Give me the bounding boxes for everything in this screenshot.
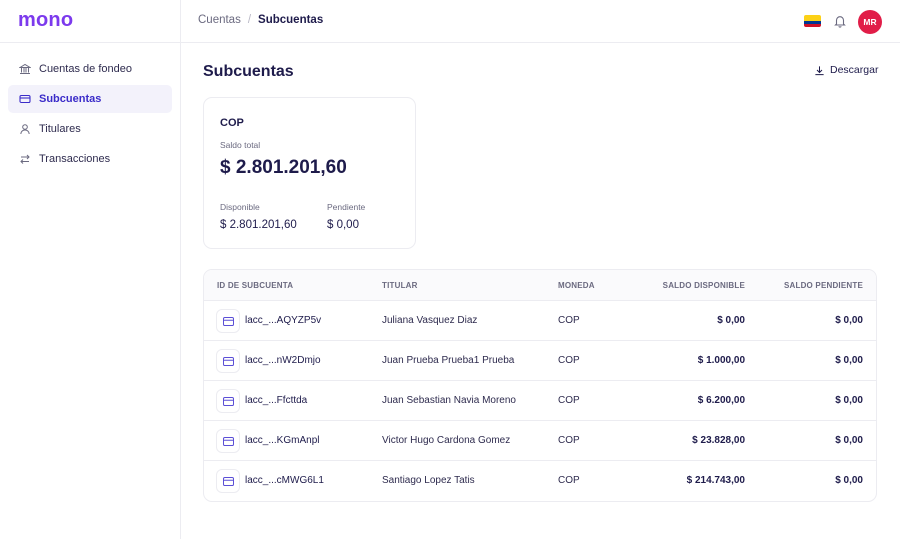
sidebar-item-label: Titulares — [39, 123, 81, 135]
pending-balance-value: $ 0,00 — [327, 219, 359, 231]
table-header: ID DE SUBCUENTA TITULAR MONEDA SALDO DIS… — [204, 270, 876, 301]
download-label: Descargar — [830, 64, 879, 76]
available-balance: $ 23.828,00 — [692, 435, 745, 446]
subaccount-id: lacc_...AQYZP5v — [245, 315, 322, 326]
divider — [0, 42, 181, 43]
sidebar-item-cuentas-de-fondeo[interactable]: Cuentas de fondeo — [8, 55, 172, 83]
balance-currency: COP — [220, 117, 244, 129]
currency-code: COP — [558, 315, 580, 326]
subaccount-id: lacc_...cMWG6L1 — [245, 475, 324, 486]
available-balance: $ 0,00 — [717, 315, 745, 326]
card-icon — [216, 469, 240, 493]
holder-name: Victor Hugo Cardona Gomez — [382, 435, 511, 446]
column-header-id: ID DE SUBCUENTA — [217, 281, 294, 290]
sidebar-item-titulares[interactable]: Titulares — [8, 115, 172, 143]
breadcrumb-separator: / — [247, 14, 252, 26]
currency-code: COP — [558, 475, 580, 486]
avatar[interactable]: MR — [858, 10, 882, 34]
page-title: Subcuentas — [203, 63, 294, 80]
sidebar-item-subcuentas[interactable]: Subcuentas — [8, 85, 172, 113]
bank-icon — [18, 62, 32, 76]
available-balance: $ 1.000,00 — [697, 355, 745, 366]
download-button[interactable]: Descargar — [814, 64, 878, 76]
available-balance: $ 6.200,00 — [697, 395, 745, 406]
mono-logo[interactable]: mono — [18, 9, 74, 31]
top-bar: Cuentas / Subcuentas MR — [181, 0, 900, 43]
column-header-available: SALDO DISPONIBLE — [662, 281, 745, 290]
column-header-pending: SALDO PENDIENTE — [783, 281, 863, 290]
currency-code: COP — [558, 395, 580, 406]
balance-card: COP Saldo total $ 2.801.201,60 Disponibl… — [203, 97, 416, 249]
sidebar-item-label: Cuentas de fondeo — [39, 63, 132, 75]
holder-name: Juliana Vasquez Diaz — [382, 315, 478, 326]
card-icon — [18, 92, 32, 106]
card-icon — [216, 429, 240, 453]
breadcrumb: Cuentas / Subcuentas — [198, 14, 323, 26]
pending-balance: $ 0,00 — [835, 475, 863, 486]
user-icon — [18, 122, 32, 136]
download-icon — [815, 65, 824, 75]
subaccount-id: lacc_...Ffcttda — [245, 395, 308, 406]
arrows-swap-icon — [18, 152, 32, 166]
currency-code: COP — [558, 435, 580, 446]
bell-icon[interactable] — [832, 12, 848, 30]
card-icon — [216, 349, 240, 373]
subaccounts-table: ID DE SUBCUENTA TITULAR MONEDA SALDO DIS… — [203, 269, 877, 502]
sidebar-item-label: Transacciones — [39, 153, 111, 165]
pending-balance: $ 0,00 — [835, 315, 863, 326]
holder-name: Santiago Lopez Tatis — [382, 475, 475, 486]
table-row[interactable]: lacc_...AQYZP5v Juliana Vasquez Diaz COP $ … — [204, 301, 876, 341]
breadcrumb-parent[interactable]: Cuentas — [198, 14, 241, 26]
sidebar-item-label: Subcuentas — [39, 93, 102, 105]
subaccount-id: lacc_...nW2Dmjo — [245, 355, 321, 366]
table-row[interactable]: lacc_...cMWG6L1 Santiago Lopez Tatis COP $ … — [204, 461, 876, 501]
column-header-currency: MONEDA — [558, 281, 595, 290]
currency-code: COP — [558, 355, 580, 366]
sidebar-nav: Cuentas de fondeo Subcuentas Titulares T… — [8, 55, 172, 175]
holder-name: Juan Sebastian Navia Moreno — [382, 395, 516, 406]
sidebar-item-transacciones[interactable]: Transacciones — [8, 145, 172, 173]
total-balance-value: $ 2.801.201,60 — [220, 157, 347, 178]
table-row[interactable]: lacc_...nW2Dmjo Juan Prueba Prueba1 Prueb… — [204, 341, 876, 381]
table-row[interactable]: lacc_...KGmAnpl Victor Hugo Cardona Gomez… — [204, 421, 876, 461]
card-icon — [216, 389, 240, 413]
sidebar: mono Cuentas de fondeo Subcuentas Titula… — [0, 0, 181, 539]
pending-balance: $ 0,00 — [835, 395, 863, 406]
subaccount-id: lacc_...KGmAnpl — [245, 435, 320, 446]
total-balance-label: Saldo total — [220, 140, 261, 150]
colombia-flag-icon[interactable] — [804, 15, 821, 27]
available-balance-label: Disponible — [220, 202, 260, 212]
available-balance-value: $ 2.801.201,60 — [220, 219, 297, 231]
pending-balance: $ 0,00 — [835, 435, 863, 446]
holder-name: Juan Prueba Prueba1 Prueba — [382, 355, 515, 366]
table-row[interactable]: lacc_...Ffcttda Juan Sebastian Navia More… — [204, 381, 876, 421]
pending-balance-label: Pendiente — [327, 202, 366, 212]
card-icon — [216, 309, 240, 333]
column-header-holder: TITULAR — [382, 281, 418, 290]
pending-balance: $ 0,00 — [835, 355, 863, 366]
available-balance: $ 214.743,00 — [686, 475, 745, 486]
breadcrumb-current: Subcuentas — [258, 14, 324, 26]
